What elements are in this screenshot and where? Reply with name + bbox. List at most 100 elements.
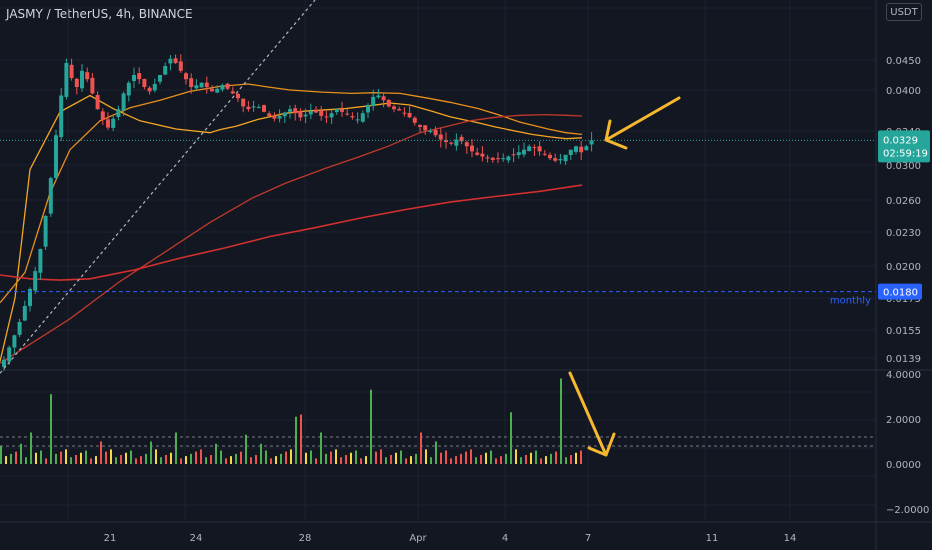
- candle-down: [475, 152, 480, 155]
- candle-up: [516, 152, 521, 156]
- osc-bar: [260, 443, 262, 464]
- osc-bar: [440, 452, 442, 464]
- candle-up: [527, 146, 532, 152]
- osc-bar: [165, 455, 167, 464]
- candle-down: [293, 108, 298, 114]
- candle-down: [241, 98, 246, 107]
- osc-bar: [75, 455, 77, 464]
- candle-up: [251, 106, 256, 108]
- candle-up: [33, 271, 38, 291]
- ma-fast-line: [0, 94, 583, 362]
- candle-up: [28, 289, 32, 307]
- time-axis-tick: 14: [784, 533, 797, 544]
- osc-bar: [0, 446, 2, 464]
- candle-up: [574, 146, 578, 152]
- osc-bar: [85, 450, 87, 464]
- candle-up: [334, 109, 339, 113]
- price-axis-tick: 0.0260: [886, 196, 921, 207]
- osc-bar: [455, 456, 457, 464]
- osc-bar: [430, 457, 432, 464]
- osc-bar: [395, 452, 397, 464]
- candle-up: [7, 347, 12, 362]
- candle-down: [511, 154, 516, 156]
- osc-bar: [550, 453, 552, 464]
- osc-bar: [480, 455, 482, 464]
- arrow-annotation: [568, 371, 616, 457]
- candle-up: [506, 156, 511, 161]
- osc-bar: [125, 452, 127, 464]
- last-price-box: [878, 130, 930, 163]
- osc-bar: [105, 451, 107, 464]
- price-axis-tick: 0.0400: [886, 86, 921, 97]
- candle-up: [355, 119, 360, 121]
- candle-up: [360, 113, 365, 122]
- trendline[interactable]: [0, 0, 316, 374]
- time-axis-tick: 21: [104, 533, 117, 544]
- candle-down: [262, 105, 266, 112]
- osc-bar: [195, 451, 197, 464]
- price-axis-tick: 0.0155: [886, 326, 921, 337]
- candle-up: [454, 139, 459, 146]
- candle-up: [256, 107, 261, 109]
- candle-down: [319, 110, 324, 116]
- time-axis-tick: 11: [706, 533, 719, 544]
- osc-bar: [275, 456, 277, 464]
- candle-up: [48, 178, 53, 214]
- candle-down: [178, 61, 183, 71]
- osc-bar: [150, 441, 152, 464]
- osc-bar: [140, 456, 142, 464]
- osc-bar: [80, 452, 82, 464]
- moving-averages: [0, 83, 583, 364]
- candle-up: [303, 114, 308, 117]
- candle-up: [158, 75, 162, 82]
- candle-up: [152, 84, 157, 91]
- osc-bar: [540, 458, 542, 464]
- candle-down: [480, 153, 485, 157]
- osc-bar: [470, 449, 472, 464]
- osc-bar: [55, 453, 57, 464]
- osc-bar: [45, 458, 47, 464]
- osc-bar: [340, 457, 342, 464]
- ma-long-line: [0, 184, 583, 281]
- price-axis-tick: 0.0300: [886, 161, 921, 172]
- candle-up: [22, 306, 27, 321]
- osc-bar: [310, 450, 312, 464]
- candle-down: [345, 113, 350, 115]
- osc-bar: [25, 457, 27, 464]
- osc-bar: [280, 453, 282, 464]
- osc-bar: [135, 458, 137, 464]
- candle-down: [397, 109, 402, 111]
- candle-down: [69, 64, 74, 78]
- candle-down: [106, 119, 110, 128]
- osc-bar: [530, 452, 532, 464]
- candle-up: [308, 111, 313, 115]
- osc-bar: [580, 450, 582, 464]
- osc-bar: [155, 449, 157, 464]
- osc-bar: [285, 451, 287, 464]
- osc-bar: [350, 452, 352, 464]
- candle-down: [298, 111, 303, 118]
- osc-bar: [370, 389, 372, 464]
- osc-bar: [270, 458, 272, 464]
- candle-down: [532, 147, 537, 149]
- candle-down: [464, 142, 469, 147]
- osc-bar: [10, 453, 12, 464]
- candle-up: [501, 158, 506, 160]
- osc-bar: [465, 451, 467, 464]
- chart-title: JASMY / TetherUS, 4h, BINANCE: [6, 7, 193, 21]
- candle-up: [121, 93, 126, 111]
- candle-down: [137, 73, 142, 80]
- osc-bar: [20, 443, 22, 464]
- currency-selector[interactable]: USDT: [886, 3, 922, 21]
- candle-down: [579, 146, 584, 153]
- candle-up: [220, 85, 225, 90]
- osc-bar: [365, 456, 367, 464]
- candle-down: [418, 125, 422, 127]
- osc-bar: [385, 457, 387, 464]
- candle-up: [38, 249, 43, 273]
- candle-down: [100, 111, 105, 121]
- osc-bar: [290, 449, 292, 464]
- osc-bar: [410, 456, 412, 464]
- osc-bar: [200, 449, 202, 464]
